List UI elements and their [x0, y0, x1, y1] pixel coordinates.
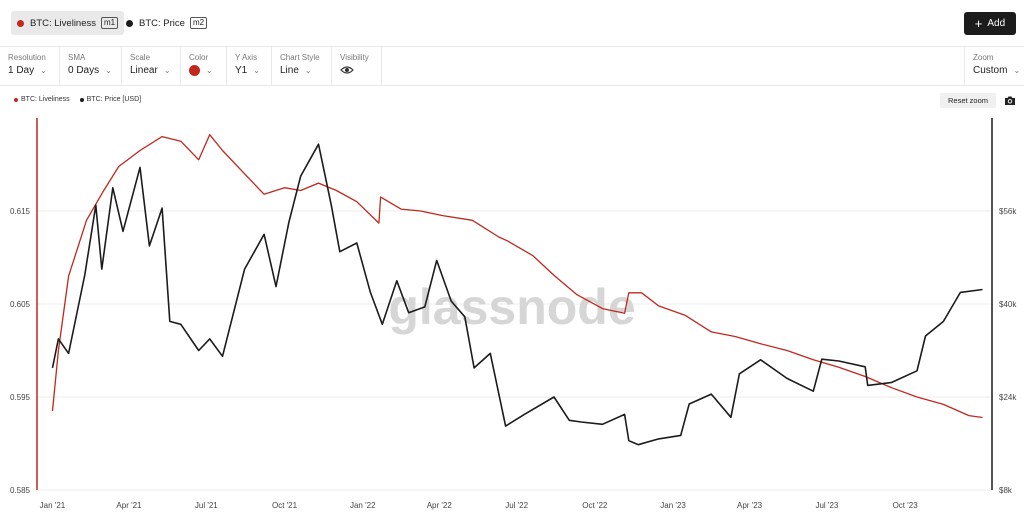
- chevron-down-icon: ⌄: [1013, 66, 1021, 75]
- metric-label: BTC: Price: [139, 17, 185, 29]
- add-label: Add: [987, 18, 1006, 29]
- yaxis-label: Y Axis: [235, 53, 258, 62]
- metric-bar: BTC: Liveliness m1 BTC: Price m2 + Add: [0, 0, 1024, 46]
- scale-label: Scale: [130, 53, 151, 62]
- sma-label: SMA: [68, 53, 86, 62]
- visibility-toggle[interactable]: Visibility: [332, 47, 382, 85]
- metric-chip-price[interactable]: BTC: Price m2: [120, 11, 213, 35]
- legend-item-price[interactable]: BTC: Price [USD]: [79, 96, 142, 103]
- x-tick-label: Jan '23: [660, 501, 686, 510]
- camera-icon[interactable]: [1004, 95, 1016, 106]
- grid-lines: [38, 210, 991, 491]
- resolution-label: Resolution: [8, 53, 46, 62]
- legend-dot: [14, 97, 18, 102]
- chart-style-label: Chart Style: [280, 53, 320, 62]
- y-right-tick-label: $40k: [999, 300, 1017, 309]
- chart-area[interactable]: glassnode 0.6150.6050.5950.585$56k$40k$2…: [0, 110, 1024, 516]
- metric-label: BTC: Liveliness: [30, 17, 96, 29]
- chevron-down-icon: ⌄: [304, 66, 312, 75]
- x-tick-label: Apr '22: [427, 501, 453, 510]
- x-tick-label: Oct '23: [893, 501, 919, 510]
- x-tick-label: Jul '23: [815, 501, 838, 510]
- series-layer: [51, 134, 983, 446]
- x-tick-label: Jan '22: [350, 501, 376, 510]
- scale-value: Linear: [130, 65, 158, 76]
- chevron-down-icon: ⌄: [253, 66, 260, 75]
- y-left-tick-label: 0.585: [10, 486, 31, 495]
- x-tick-label: Apr '23: [737, 501, 763, 510]
- color-label: Color: [189, 53, 209, 62]
- price-series-line: [51, 143, 983, 446]
- chart-style-select[interactable]: Chart Style Line ⌄: [272, 47, 332, 85]
- visibility-label: Visibility: [340, 53, 369, 62]
- zoom-select[interactable]: Zoom Custom ⌄: [964, 47, 1024, 85]
- x-tick-label: Oct '21: [272, 501, 298, 510]
- chart-settings-toolbar: Resolution 1 Day ⌄ SMA 0 Days ⌄ Scale Line…: [0, 46, 1024, 86]
- legend-label: BTC: Price [USD]: [86, 96, 142, 103]
- eye-icon: [340, 66, 354, 74]
- yaxis-select[interactable]: Y Axis Y1 ⌄: [227, 47, 272, 85]
- x-tick-label: Apr '21: [116, 501, 142, 510]
- liveliness-series-line: [51, 134, 983, 419]
- chevron-down-icon: ⌄: [163, 66, 171, 75]
- add-metric-button[interactable]: + Add: [964, 12, 1016, 35]
- plus-icon: +: [974, 15, 983, 31]
- chevron-down-icon: ⌄: [105, 66, 112, 75]
- y-right-tick-label: $8k: [999, 486, 1013, 495]
- y-left-tick-label: 0.605: [10, 300, 31, 309]
- price-color-dot: [126, 19, 133, 27]
- y-left-tick-label: 0.595: [10, 393, 31, 402]
- reset-zoom-button[interactable]: Reset zoom: [940, 93, 996, 108]
- metric-tag: m1: [101, 17, 119, 29]
- chevron-down-icon: ⌄: [40, 66, 47, 75]
- chart-legend: BTC: Liveliness BTC: Price [USD]: [14, 96, 151, 103]
- resolution-value: 1 Day: [8, 65, 35, 76]
- zoom-value: Custom: [973, 65, 1008, 76]
- chevron-down-icon: ⌄: [206, 66, 213, 75]
- liveliness-color-dot: [17, 19, 24, 27]
- legend-label: BTC: Liveliness: [21, 96, 70, 103]
- color-swatch: [189, 65, 200, 76]
- yaxis-value: Y1: [235, 65, 248, 76]
- x-tick-label: Jul '21: [195, 501, 218, 510]
- sma-select[interactable]: SMA 0 Days ⌄: [60, 47, 122, 85]
- x-tick-label: Jul '22: [505, 501, 528, 510]
- sma-value: 0 Days: [68, 65, 100, 76]
- x-tick-label: Jan '21: [40, 501, 66, 510]
- metric-chip-liveliness[interactable]: BTC: Liveliness m1: [11, 11, 125, 35]
- chart-style-value: Line: [280, 65, 299, 76]
- legend-item-liveliness[interactable]: BTC: Liveliness: [14, 96, 70, 103]
- y-right-tick-label: $24k: [999, 393, 1017, 402]
- metric-tag: m2: [189, 17, 208, 29]
- tick-labels: 0.615 0.605 0.595 0.585 $56k $40k $24k $8k Jan '…: [10, 207, 1017, 510]
- color-select[interactable]: Color ⌄: [181, 47, 227, 85]
- y-left-tick-label: 0.615: [10, 207, 31, 216]
- y-right-tick-label: $56k: [999, 207, 1017, 216]
- scale-select[interactable]: Scale Linear ⌄: [122, 47, 181, 85]
- legend-dot: [79, 97, 84, 102]
- x-tick-label: Oct '22: [582, 501, 608, 510]
- zoom-label: Zoom: [973, 53, 994, 62]
- resolution-select[interactable]: Resolution 1 Day ⌄: [0, 47, 60, 85]
